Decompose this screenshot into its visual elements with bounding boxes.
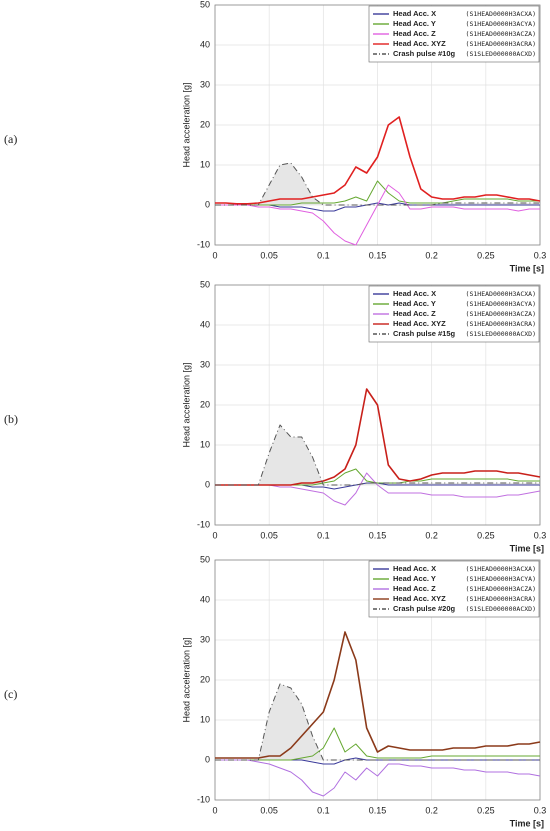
y-tick-label: 0 <box>205 479 210 489</box>
y-tick-label: 50 <box>200 279 210 289</box>
y-axis-label: Head acceleration [g] <box>181 637 191 722</box>
x-tick-label: 0.1 <box>317 530 330 540</box>
y-tick-label: 10 <box>200 159 210 169</box>
legend-label: Crash pulse #20g <box>393 604 456 613</box>
legend-code: (S1HEAD0000H3ACZA) <box>466 585 536 593</box>
x-axis-label: Time [s] <box>510 263 544 273</box>
x-tick-label: 0.15 <box>369 250 387 260</box>
y-tick-label: 50 <box>200 0 210 9</box>
legend-code: (S1HEAD0000H3ACZA) <box>466 310 536 318</box>
x-tick-label: 0.3 <box>534 805 547 815</box>
legend-box <box>368 560 540 618</box>
panel-label: (b) <box>4 412 18 426</box>
area <box>215 163 540 205</box>
legend-label: Head Acc. Y <box>393 299 436 308</box>
series-line <box>215 727 540 761</box>
x-tick-label: 0.2 <box>425 530 438 540</box>
x-tick-label: 0 <box>212 530 217 540</box>
legend-label: Head Acc. Z <box>393 309 436 318</box>
x-tick-label: 0.25 <box>477 805 495 815</box>
legend-code: (S1HEAD0000H3ACXA) <box>466 10 536 18</box>
x-tick-label: 0 <box>212 805 217 815</box>
y-tick-label: 20 <box>200 119 210 129</box>
plot-frame <box>214 4 541 246</box>
legend-label: Head Acc. X <box>393 9 436 18</box>
legend-code: (S1HEAD0000H3ACXA) <box>466 290 536 298</box>
legend-code: (S1HEAD0000H3ACYA) <box>466 575 536 583</box>
panel-label: (c) <box>4 687 17 701</box>
y-tick-label: 30 <box>200 79 210 89</box>
legend-code: (S1SLED000000ACXD) <box>466 605 536 613</box>
legend-code: (S1SLED000000ACXD) <box>466 330 536 338</box>
y-tick-label: 0 <box>205 754 210 764</box>
legend-code: (S1HEAD0000H3ACXA) <box>466 565 536 573</box>
y-tick-label: 40 <box>200 594 210 604</box>
x-tick-label: 0.1 <box>317 805 330 815</box>
y-tick-label: -10 <box>197 239 210 249</box>
x-tick-label: 0 <box>212 250 217 260</box>
y-tick-label: 20 <box>200 674 210 684</box>
y-tick-label: -10 <box>197 519 210 529</box>
series-line <box>215 116 541 205</box>
x-tick-label: 0.25 <box>477 250 495 260</box>
y-tick-label: 30 <box>200 634 210 644</box>
x-tick-label: 0.15 <box>369 530 387 540</box>
x-axis-label: Time [s] <box>510 818 544 828</box>
legend-label: Head Acc. Y <box>393 574 436 583</box>
y-axis-label: Head acceleration [g] <box>181 82 191 167</box>
legend-label: Head Acc. Z <box>393 29 436 38</box>
legend-code: (S1HEAD0000H3ACRA) <box>466 320 536 328</box>
legend-code: (S1SLED000000ACXD) <box>466 50 536 58</box>
x-tick-label: 0.25 <box>477 530 495 540</box>
y-tick-label: -10 <box>197 794 210 804</box>
legend-label: Head Acc. Z <box>393 584 436 593</box>
y-tick-label: 30 <box>200 359 210 369</box>
x-tick-label: 0.3 <box>534 530 547 540</box>
legend-code: (S1HEAD0000H3ACRA) <box>466 40 536 48</box>
plot-frame <box>214 284 541 526</box>
legend-label: Head Acc. X <box>393 289 436 298</box>
y-tick-label: 40 <box>200 319 210 329</box>
legend-code: (S1HEAD0000H3ACYA) <box>466 20 536 28</box>
series-line <box>215 180 540 206</box>
series-line <box>215 759 541 797</box>
y-tick-label: 10 <box>200 439 210 449</box>
legend-box <box>368 285 540 343</box>
series-line <box>215 683 540 761</box>
legend-label: Head Acc. XYZ <box>393 594 446 603</box>
plot-frame <box>214 559 541 801</box>
y-tick-label: 40 <box>200 39 210 49</box>
panel-label: (a) <box>4 132 17 146</box>
legend-label: Head Acc. XYZ <box>393 319 446 328</box>
x-tick-label: 0.3 <box>534 250 547 260</box>
series-line <box>215 631 541 759</box>
x-tick-label: 0.2 <box>425 250 438 260</box>
area <box>215 425 540 485</box>
y-axis-label: Head acceleration [g] <box>181 362 191 447</box>
y-tick-label: 0 <box>205 199 210 209</box>
series-line <box>215 162 540 206</box>
legend-label: Crash pulse #10g <box>393 49 456 58</box>
x-tick-label: 0.2 <box>425 805 438 815</box>
legend-label: Head Acc. XYZ <box>393 39 446 48</box>
series-line <box>215 388 541 486</box>
x-tick-label: 0.05 <box>260 805 278 815</box>
legend-code: (S1HEAD0000H3ACYA) <box>466 300 536 308</box>
y-tick-label: 10 <box>200 714 210 724</box>
legend-label: Head Acc. X <box>393 564 436 573</box>
y-tick-label: 50 <box>200 554 210 564</box>
legend-box <box>368 5 540 63</box>
x-axis-label: Time [s] <box>510 543 544 553</box>
legend-label: Crash pulse #15g <box>393 329 456 338</box>
y-tick-label: 20 <box>200 399 210 409</box>
legend-label: Head Acc. Y <box>393 19 436 28</box>
x-tick-label: 0.1 <box>317 250 330 260</box>
legend-code: (S1HEAD0000H3ACZA) <box>466 30 536 38</box>
legend-code: (S1HEAD0000H3ACRA) <box>466 595 536 603</box>
x-tick-label: 0.05 <box>260 250 278 260</box>
x-tick-label: 0.15 <box>369 805 387 815</box>
x-tick-label: 0.05 <box>260 530 278 540</box>
series-line <box>215 184 540 246</box>
